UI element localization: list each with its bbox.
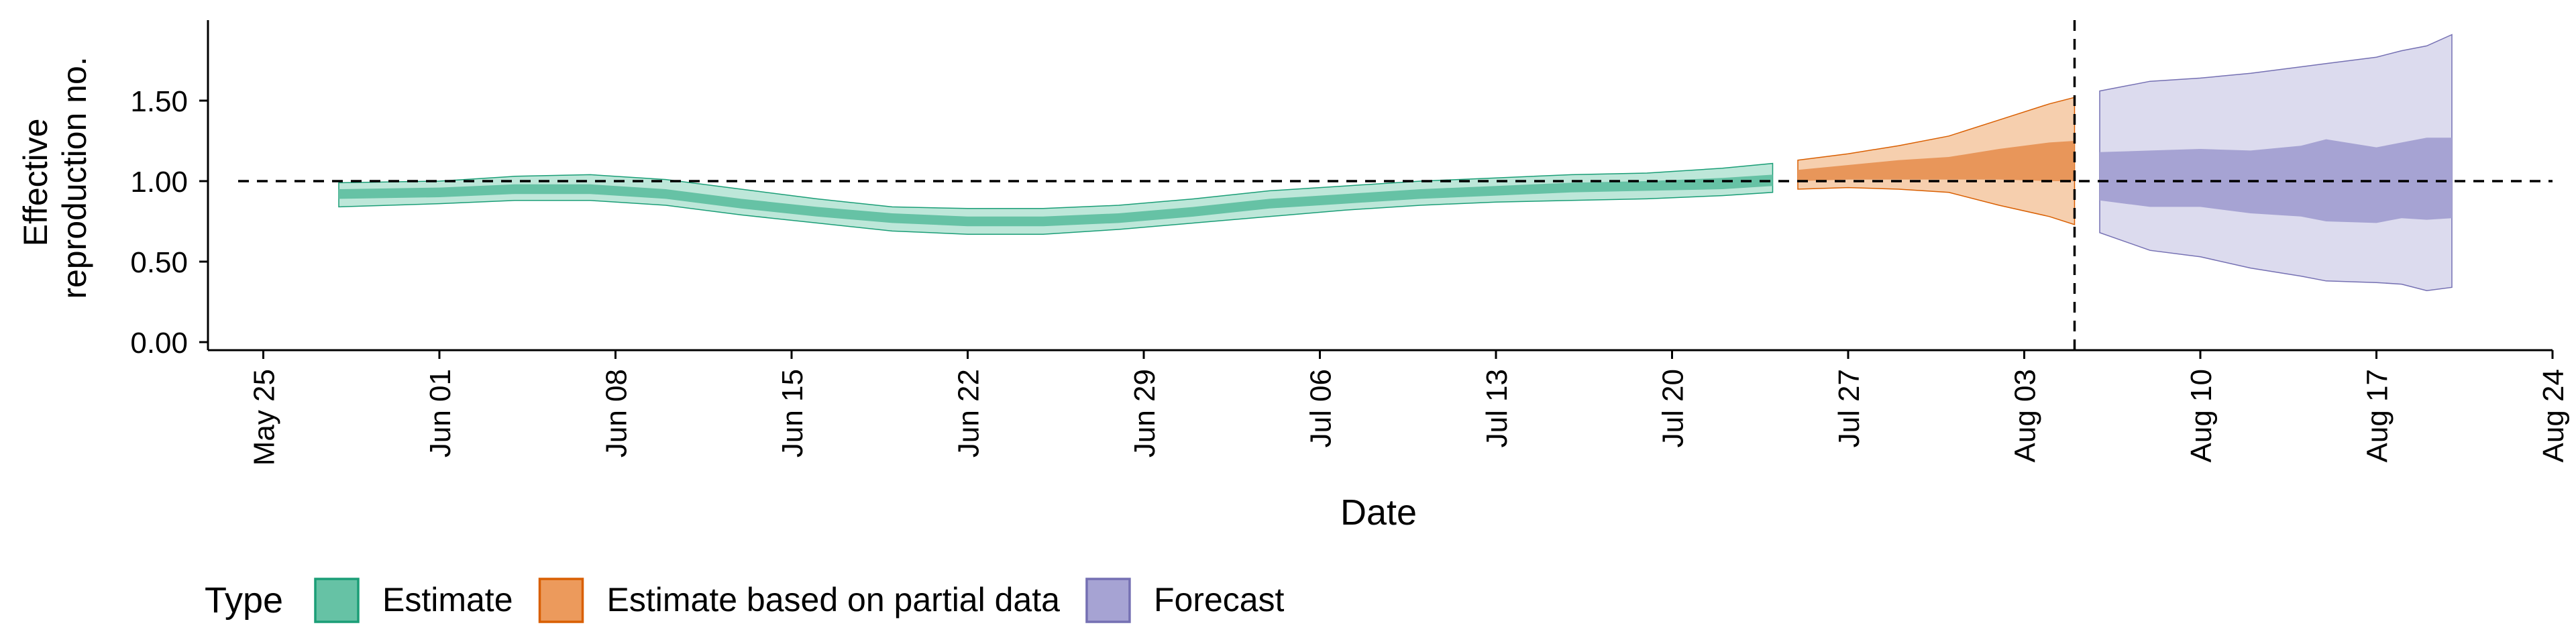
x-tick-label: Jul 27 bbox=[1833, 369, 1866, 447]
x-tick-label: Aug 17 bbox=[2361, 369, 2394, 462]
x-axis-title: Date bbox=[1340, 492, 1417, 533]
x-tick-label: Jul 20 bbox=[1657, 369, 1690, 447]
x-tick-label: Jun 08 bbox=[600, 369, 633, 458]
x-tick-label: Aug 10 bbox=[2185, 369, 2218, 462]
reference-lines bbox=[238, 20, 2553, 350]
plot-bands bbox=[338, 34, 2453, 291]
legend-title: Type bbox=[205, 580, 283, 621]
x-tick-label: Jun 22 bbox=[953, 369, 985, 458]
legend-swatch-estimate-based-on-partial-data bbox=[538, 578, 584, 623]
y-axis-title-line-1: Effective bbox=[17, 119, 54, 247]
x-tick-label: Jul 13 bbox=[1481, 369, 1513, 447]
legend-label-estimate-based-on-partial-data: Estimate based on partial data bbox=[607, 581, 1061, 619]
y-tick-label: 0.00 bbox=[130, 327, 188, 360]
y-axis-title: Effective reproduction no. bbox=[17, 56, 93, 299]
x-tick-label: May 25 bbox=[248, 369, 281, 466]
x-tick-label: Aug 24 bbox=[2537, 369, 2570, 462]
y-tick-label: 1.50 bbox=[130, 85, 188, 118]
x-tick-label: Jun 29 bbox=[1128, 369, 1161, 458]
legend-swatch-estimate bbox=[314, 578, 360, 623]
legend-label-forecast: Forecast bbox=[1154, 581, 1285, 619]
legend-swatch-forecast bbox=[1085, 578, 1131, 623]
x-tick-label: Jul 06 bbox=[1305, 369, 1338, 447]
x-tick-label: Jun 01 bbox=[424, 369, 457, 458]
x-tick-label: Aug 03 bbox=[2009, 369, 2042, 462]
y-tick-label: 1.00 bbox=[130, 166, 188, 199]
series-estimate-based-on-partial-data-50-band bbox=[1798, 141, 2075, 181]
axes: 0.00 0.50 1.00 1.50 May 25 Jun 01 Jun 08 Jun 15… bbox=[130, 20, 2570, 466]
legend-label-estimate: Estimate bbox=[382, 581, 513, 619]
x-tick-label: Jun 15 bbox=[776, 369, 809, 458]
legend: Type Estimate Estimate based on partial da… bbox=[205, 578, 1285, 623]
y-axis-title-line-2: reproduction no. bbox=[56, 56, 93, 299]
y-tick-label: 0.50 bbox=[130, 246, 188, 279]
